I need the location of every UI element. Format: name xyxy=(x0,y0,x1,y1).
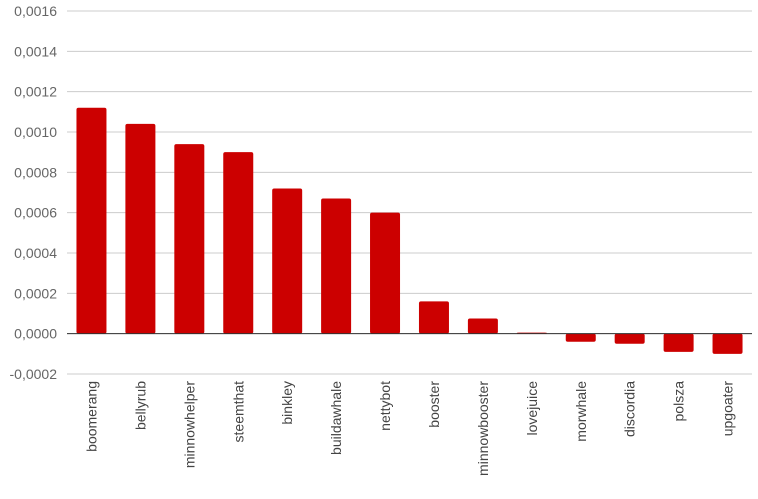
bar-buildawhale xyxy=(321,198,352,334)
x-axis-category-labels: boomerang bellyrub minnowhelper steemthat bi… xyxy=(83,381,735,476)
x-category-label: morwhale xyxy=(573,381,589,442)
bar-booster xyxy=(418,301,449,334)
bar-discordia xyxy=(614,333,645,344)
x-category-label: upgoater xyxy=(720,381,736,437)
bar-steemthat xyxy=(223,152,254,334)
x-category-label: steemthat xyxy=(230,381,246,443)
bar-minnowhelper xyxy=(174,144,205,334)
y-axis-tick-labels: 0,0016 0,0014 0,0012 0,0010 0,0008 0,0006 0,00… xyxy=(10,3,58,382)
x-category-label: booster xyxy=(426,381,442,428)
y-tick-label: 0,0012 xyxy=(14,84,57,100)
bars xyxy=(76,107,743,354)
bar-upgoater xyxy=(712,333,743,354)
y-tick-label: 0,0006 xyxy=(14,205,57,221)
y-tick-label: 0,0016 xyxy=(14,3,57,19)
y-tick-label: 0,0000 xyxy=(14,326,57,342)
x-category-label: discordia xyxy=(622,381,638,437)
y-tick-label: 0,0008 xyxy=(14,164,57,180)
x-category-label: boomerang xyxy=(83,381,99,452)
y-tick-label: 0,0002 xyxy=(14,285,57,301)
y-tick-label: 0,0014 xyxy=(14,43,57,59)
x-category-label: minnowhelper xyxy=(181,381,197,468)
bar-minnowbooster xyxy=(467,318,498,334)
gridlines xyxy=(67,10,752,375)
y-tick-label: 0,0010 xyxy=(14,124,57,140)
x-category-label: binkley xyxy=(279,381,295,425)
x-category-label: bellyrub xyxy=(132,381,148,430)
x-category-label: buildawhale xyxy=(328,381,344,455)
y-tick-label: -0,0002 xyxy=(10,366,58,382)
bar-nettybot xyxy=(370,212,401,334)
x-category-label: polsza xyxy=(671,381,687,422)
y-tick-label: 0,0004 xyxy=(14,245,57,261)
bar-polsza xyxy=(663,333,694,352)
bar-binkley xyxy=(272,188,303,334)
x-category-label: minnowbooster xyxy=(475,381,491,476)
x-category-label: nettybot xyxy=(377,381,393,431)
x-category-label: lovejuice xyxy=(524,381,540,436)
bar-bellyrub xyxy=(125,123,156,334)
bar-morwhale xyxy=(565,333,596,342)
bar-boomerang xyxy=(76,107,107,334)
